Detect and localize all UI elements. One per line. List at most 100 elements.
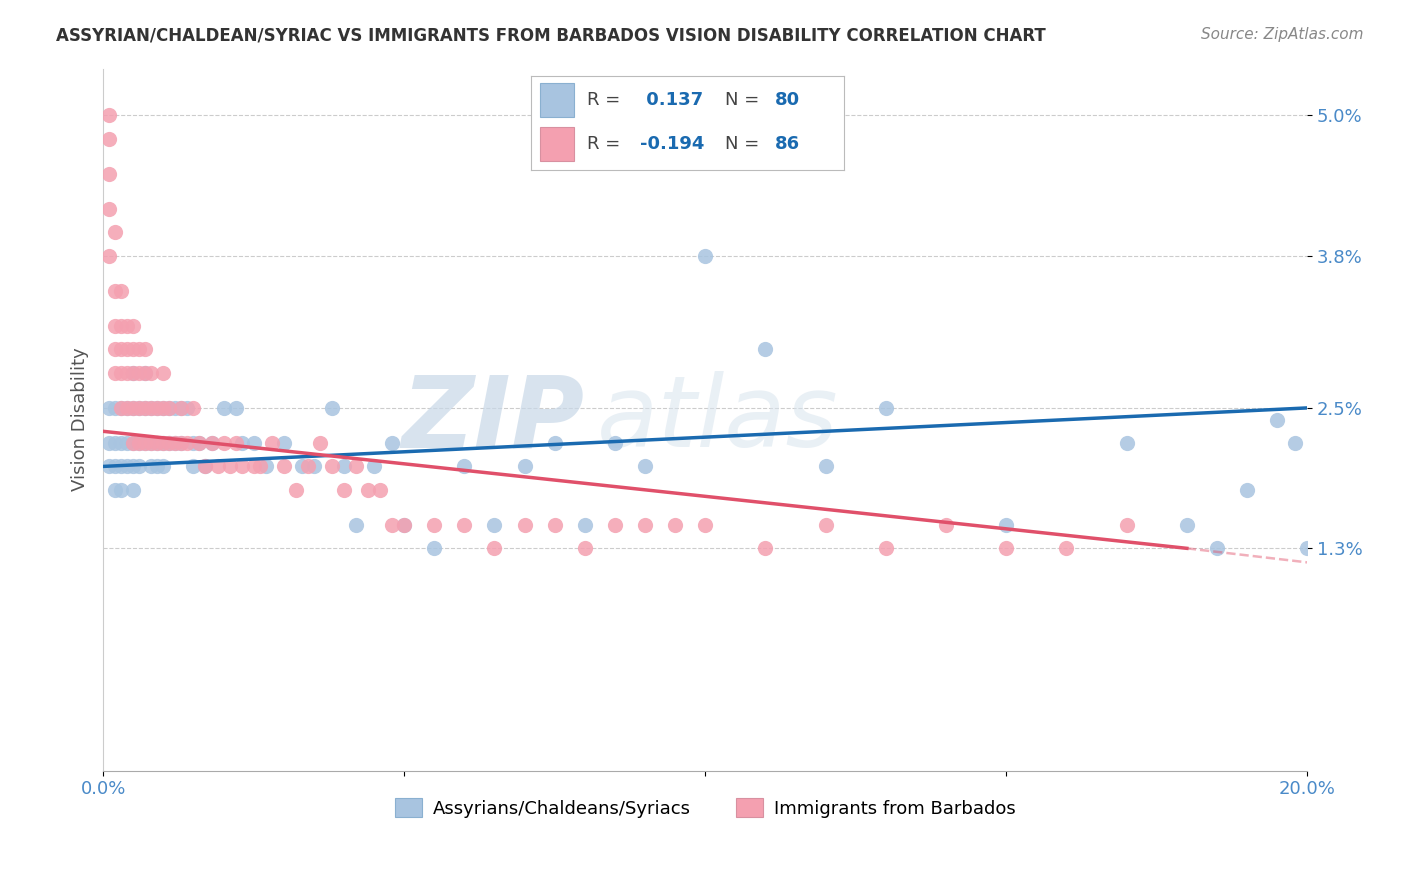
Point [875,401,897,415]
Point [995,517,1018,532]
Point [157,401,180,415]
Point [381,517,404,532]
Point [115,436,138,450]
Point [321,459,343,474]
Point [122,401,145,415]
Point [188,436,211,450]
Point [165,401,187,415]
Point [152,436,174,450]
Point [141,401,163,415]
Point [321,401,343,415]
Point [935,517,957,532]
Point [134,366,156,380]
Point [115,343,138,357]
Point [176,401,198,415]
Point [392,517,415,532]
Point [423,517,446,532]
Point [134,401,156,415]
Point [242,459,264,474]
Point [231,459,253,474]
Point [754,541,776,556]
Point [513,459,536,474]
Point [110,459,132,474]
Point [134,343,156,357]
Point [110,366,132,380]
Point [152,401,174,415]
Point [98,401,121,415]
Point [995,541,1018,556]
Point [453,459,475,474]
Point [634,459,657,474]
Point [104,318,127,333]
Point [200,436,222,450]
Point [1206,541,1229,556]
Point [344,459,367,474]
Point [157,436,180,450]
Point [453,517,475,532]
Point [273,459,295,474]
Point [141,436,163,450]
Point [104,366,127,380]
Point [484,517,506,532]
Point [484,541,506,556]
Point [170,401,193,415]
Point [170,436,193,450]
Point [273,436,295,450]
Point [104,436,127,450]
Point [1115,436,1137,450]
Point [183,436,205,450]
Point [165,436,187,450]
Point [1265,412,1288,426]
Point [104,225,127,239]
Point [98,459,121,474]
Point [152,401,174,415]
Point [98,167,121,181]
Point [875,541,897,556]
Point [254,459,277,474]
Y-axis label: Vision Disability: Vision Disability [72,348,89,491]
Point [176,436,198,450]
Point [104,401,127,415]
Point [128,401,150,415]
Point [157,401,180,415]
Point [212,436,235,450]
Point [1175,517,1198,532]
Point [110,436,132,450]
Point [207,459,229,474]
Point [122,366,145,380]
Point [695,249,717,263]
Point [200,436,222,450]
Point [115,401,138,415]
Point [333,459,356,474]
Point [98,249,121,263]
Point [1296,541,1319,556]
Point [146,459,169,474]
Point [225,436,247,450]
Point [110,401,132,415]
Point [122,366,145,380]
Text: ZIP: ZIP [402,371,585,468]
Point [297,459,319,474]
Point [104,343,127,357]
Point [183,401,205,415]
Point [754,343,776,357]
Point [146,436,169,450]
Point [194,459,217,474]
Point [1056,541,1078,556]
Point [115,459,138,474]
Point [544,517,567,532]
Point [141,366,163,380]
Point [115,318,138,333]
Point [333,483,356,497]
Point [98,202,121,216]
Text: Source: ZipAtlas.com: Source: ZipAtlas.com [1201,27,1364,42]
Point [302,459,325,474]
Point [141,436,163,450]
Point [141,401,163,415]
Point [634,517,657,532]
Point [110,401,132,415]
Text: ASSYRIAN/CHALDEAN/SYRIAC VS IMMIGRANTS FROM BARBADOS VISION DISABILITY CORRELATI: ASSYRIAN/CHALDEAN/SYRIAC VS IMMIGRANTS F… [56,27,1046,45]
Point [1284,436,1306,450]
Point [104,459,127,474]
Point [104,483,127,497]
